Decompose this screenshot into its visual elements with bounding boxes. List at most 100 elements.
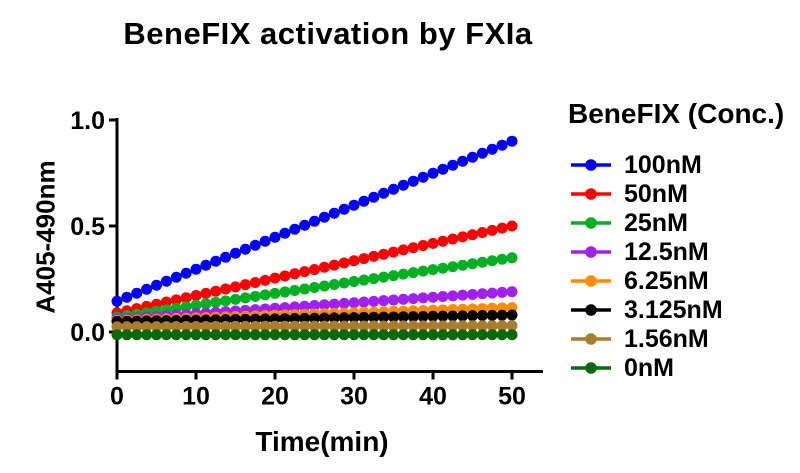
series-marker-3.125nM	[467, 310, 478, 322]
x-tick-label: 10	[182, 383, 210, 411]
series-marker-1.56nM	[407, 320, 419, 332]
series-marker-0nM	[378, 329, 390, 341]
series-marker-3.125nM	[486, 309, 498, 321]
series-marker-100nM	[486, 143, 498, 155]
series-marker-25nM	[447, 261, 459, 273]
series-marker-0nM	[210, 329, 222, 341]
series-marker-1.56nM	[289, 320, 301, 332]
y-tick-label: 0.5	[70, 213, 105, 241]
series-marker-100nM	[338, 203, 350, 215]
series-marker-1.56nM	[259, 320, 271, 332]
series-marker-0nM	[180, 329, 192, 341]
series-marker-3.125nM	[348, 312, 360, 324]
series-marker-50nM	[259, 274, 271, 286]
series-marker-3.125nM	[407, 311, 419, 323]
series-marker-100nM	[378, 187, 390, 199]
series-marker-50nM	[358, 253, 370, 265]
series-marker-50nM	[447, 233, 459, 245]
series-marker-100nM	[447, 159, 459, 171]
series-marker-1.56nM	[417, 320, 429, 332]
series-marker-3.125nM	[388, 311, 399, 323]
series-marker-1.56nM	[269, 320, 281, 332]
series-marker-25nM	[467, 258, 478, 270]
series-marker-1.56nM	[368, 320, 380, 332]
series-marker-1.56nM	[220, 320, 232, 332]
y-tick-label: 1.0	[70, 107, 105, 135]
series-marker-3.125nM	[299, 312, 311, 324]
series-marker-50nM	[496, 222, 508, 234]
series-marker-0nM	[239, 329, 251, 341]
series-marker-0nM	[279, 329, 291, 341]
series-marker-3.125nM	[437, 310, 449, 322]
series-marker-25nM	[476, 256, 488, 268]
series-marker-100nM	[457, 155, 469, 167]
series-marker-12.5nM	[397, 293, 409, 305]
series-marker-25nM	[239, 292, 251, 304]
series-marker-3.125nM	[417, 310, 429, 322]
series-marker-12.5nM	[417, 292, 429, 304]
series-marker-100nM	[299, 219, 311, 231]
series-marker-12.5nM	[338, 297, 350, 309]
series-marker-25nM	[397, 268, 409, 280]
series-marker-100nM	[121, 291, 133, 303]
series-marker-1.56nM	[358, 320, 370, 332]
series-marker-3.125nM	[476, 310, 488, 322]
series-marker-1.56nM	[427, 320, 439, 332]
series-marker-50nM	[210, 285, 222, 297]
series-marker-50nM	[279, 270, 291, 282]
series-marker-0nM	[299, 329, 311, 341]
series-marker-1.56nM	[338, 320, 350, 332]
series-marker-100nM	[348, 199, 360, 211]
series-marker-0nM	[121, 329, 133, 341]
series-marker-25nM	[358, 274, 370, 286]
series-marker-25nM	[318, 280, 330, 292]
series-marker-3.125nM	[338, 312, 350, 324]
series-marker-12.5nM	[407, 293, 419, 305]
series-marker-50nM	[378, 248, 390, 260]
series-marker-0nM	[486, 329, 498, 341]
series-marker-1.56nM	[180, 321, 192, 333]
legend-label: 3.125nM	[624, 296, 723, 324]
series-marker-3.125nM	[457, 310, 469, 322]
legend-title: BeneFIX (Conc.)	[568, 98, 785, 129]
series-marker-0nM	[328, 329, 340, 341]
series-marker-100nM	[467, 151, 478, 163]
series-marker-25nM	[328, 279, 340, 291]
legend-marker-icon	[571, 304, 611, 316]
series-marker-100nM	[210, 255, 222, 267]
x-tick-label: 40	[419, 383, 447, 411]
series-marker-100nM	[476, 147, 488, 159]
legend-label: 25nM	[624, 209, 688, 237]
series-marker-1.56nM	[496, 320, 508, 332]
series-marker-1.56nM	[210, 320, 222, 332]
series-marker-0nM	[318, 329, 330, 341]
series-marker-0nM	[309, 329, 320, 341]
series-marker-50nM	[289, 268, 301, 280]
series-marker-50nM	[457, 231, 469, 243]
series-marker-12.5nM	[447, 290, 459, 302]
series-marker-50nM	[348, 255, 360, 267]
series-marker-50nM	[506, 220, 518, 232]
series-marker-0nM	[289, 329, 301, 341]
series-marker-25nM	[180, 301, 192, 313]
series-marker-1.56nM	[200, 320, 212, 332]
series-marker-50nM	[417, 240, 429, 252]
series-marker-1.56nM	[249, 320, 261, 332]
series-marker-3.125nM	[378, 311, 390, 323]
series-marker-100nM	[141, 283, 153, 295]
series-marker-1.56nM	[279, 320, 291, 332]
series-marker-0nM	[190, 329, 202, 341]
series-marker-100nM	[417, 171, 429, 183]
series-marker-25nM	[289, 284, 301, 296]
legend-marker-icon	[571, 333, 611, 345]
series-marker-100nM	[368, 191, 380, 203]
series-marker-50nM	[318, 261, 330, 273]
series-marker-100nM	[279, 227, 291, 239]
series-marker-1.56nM	[318, 320, 330, 332]
legend-label: 100nM	[624, 151, 702, 179]
series-marker-0nM	[220, 329, 232, 341]
series-marker-3.125nM	[496, 309, 508, 321]
series-marker-50nM	[230, 281, 241, 293]
series-marker-100nM	[407, 175, 419, 187]
